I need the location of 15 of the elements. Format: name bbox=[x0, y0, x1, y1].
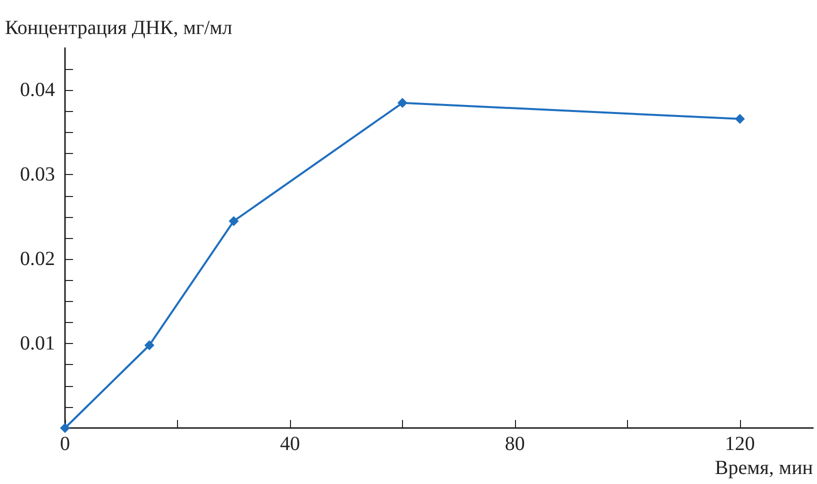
y-tick-label: 0.04 bbox=[20, 79, 55, 102]
point bbox=[228, 216, 239, 226]
y-tick-label: 0.02 bbox=[20, 248, 55, 270]
x-tick-label: 40 bbox=[280, 433, 300, 455]
x-tick-label: 120 bbox=[724, 433, 755, 455]
y-axis-title: Концентрация ДНК, мг/мл bbox=[5, 17, 232, 39]
x-tick-label: 0 bbox=[60, 433, 70, 455]
y-tick-label: 0.01 bbox=[20, 332, 55, 355]
point bbox=[144, 340, 154, 350]
point bbox=[734, 114, 745, 124]
point bbox=[397, 98, 408, 108]
y-tick-label: 0.03 bbox=[20, 164, 55, 186]
x-axis-title: Время, мин bbox=[714, 457, 814, 479]
point bbox=[60, 423, 70, 433]
x-tick-label: 80 bbox=[504, 433, 525, 455]
